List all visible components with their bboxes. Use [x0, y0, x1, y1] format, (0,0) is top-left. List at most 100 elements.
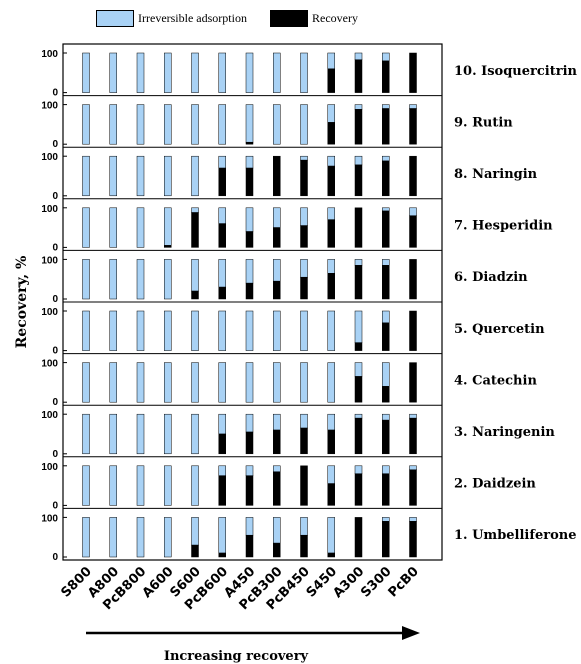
bar-recovery	[409, 362, 417, 403]
bar-recovery	[382, 322, 390, 351]
bar-irreversible	[82, 104, 90, 145]
bar-irreversible	[354, 413, 363, 419]
bar-irreversible	[136, 207, 145, 248]
bar-irreversible	[136, 465, 145, 506]
bar-irreversible	[382, 52, 390, 62]
bar-irreversible	[300, 517, 308, 536]
panel-label: 1. Umbelliferone	[454, 528, 576, 543]
y-tick-label: 0	[52, 449, 58, 460]
bar-irreversible	[354, 52, 363, 60]
bar-irreversible	[218, 413, 226, 435]
bar-irreversible	[273, 259, 281, 282]
bar-recovery	[354, 417, 363, 455]
bar-irreversible	[327, 465, 335, 484]
bar-recovery	[327, 273, 335, 300]
panel-label: 3. Naringenin	[454, 425, 555, 440]
bar-irreversible	[354, 104, 363, 110]
bar-recovery	[409, 155, 417, 197]
bar-irreversible	[109, 310, 117, 351]
bar-irreversible	[327, 362, 335, 403]
bar-irreversible	[409, 104, 417, 109]
bar-recovery	[382, 108, 390, 145]
bar-recovery	[409, 469, 417, 506]
bar-irreversible	[82, 207, 90, 248]
bar-irreversible	[109, 155, 117, 197]
bar-irreversible	[300, 155, 308, 161]
bar-irreversible	[382, 465, 390, 474]
x-tick-label: A300	[330, 564, 367, 601]
bar-irreversible	[300, 207, 308, 226]
y-tick-label: 0	[52, 552, 58, 563]
bar-recovery	[327, 552, 335, 558]
bar-irreversible	[327, 259, 335, 274]
y-tick-label: 0	[52, 242, 58, 253]
bar-recovery	[218, 552, 226, 558]
bar-recovery	[273, 280, 281, 300]
bar-irreversible	[109, 362, 117, 403]
bar-recovery	[218, 433, 226, 455]
bar-irreversible	[109, 52, 117, 93]
bar-irreversible	[164, 52, 172, 93]
y-tick-label: 0	[52, 294, 58, 305]
bar-irreversible	[164, 155, 172, 197]
bar-irreversible	[245, 517, 254, 536]
bar-irreversible	[136, 517, 145, 558]
bar-irreversible	[300, 104, 308, 145]
bar-irreversible	[382, 104, 390, 109]
bar-irreversible	[273, 517, 281, 544]
bar-irreversible	[354, 310, 363, 343]
bar-recovery	[409, 52, 417, 93]
bar-recovery	[273, 429, 281, 455]
bar-recovery	[191, 544, 199, 558]
bar-irreversible	[327, 413, 335, 431]
bar-irreversible	[164, 517, 172, 558]
arrow-head-icon	[402, 626, 420, 640]
bar-irreversible	[109, 465, 117, 506]
bar-irreversible	[382, 362, 390, 387]
bar-irreversible	[218, 104, 226, 145]
x-axis-title: Increasing recovery	[164, 649, 309, 664]
bar-irreversible	[82, 517, 90, 558]
panel-label: 7. Hesperidin	[454, 219, 553, 234]
bar-recovery	[218, 223, 226, 248]
bar-irreversible	[382, 259, 390, 266]
bar-irreversible	[191, 259, 199, 292]
bar-recovery	[327, 165, 335, 197]
panel-label: 6. Diadzin	[454, 270, 528, 285]
bar-irreversible	[191, 104, 199, 145]
bar-recovery	[300, 159, 308, 197]
bar-irreversible	[382, 207, 390, 212]
bar-recovery	[354, 517, 363, 558]
bar-irreversible	[382, 155, 390, 162]
bar-irreversible	[245, 155, 254, 169]
y-tick-label: 100	[41, 204, 58, 215]
bar-irreversible	[409, 517, 417, 522]
bar-irreversible	[409, 207, 417, 216]
bar-irreversible	[191, 362, 199, 403]
bar-recovery	[245, 141, 254, 145]
bar-recovery	[382, 473, 390, 506]
panel-label: 10. Isoquercitrin	[454, 64, 578, 79]
bar-recovery	[382, 386, 390, 403]
bar-irreversible	[327, 155, 335, 167]
bar-recovery	[382, 60, 390, 93]
bar-irreversible	[191, 52, 199, 93]
panel-label: 9. Rutin	[454, 115, 513, 130]
bar-recovery	[191, 290, 199, 300]
bar-irreversible	[218, 310, 226, 351]
bar-recovery	[354, 109, 363, 145]
bar-irreversible	[164, 465, 172, 506]
bar-recovery	[354, 164, 363, 197]
bar-recovery	[382, 160, 390, 197]
bar-irreversible	[327, 517, 335, 554]
bar-irreversible	[109, 413, 117, 455]
bar-recovery	[327, 219, 335, 248]
panel-label: 8. Naringin	[454, 167, 538, 182]
bar-irreversible	[136, 362, 145, 403]
bar-irreversible	[382, 310, 390, 324]
bar-irreversible	[82, 413, 90, 455]
bar-irreversible	[300, 52, 308, 93]
bar-irreversible	[218, 52, 226, 93]
bar-irreversible	[273, 104, 281, 145]
